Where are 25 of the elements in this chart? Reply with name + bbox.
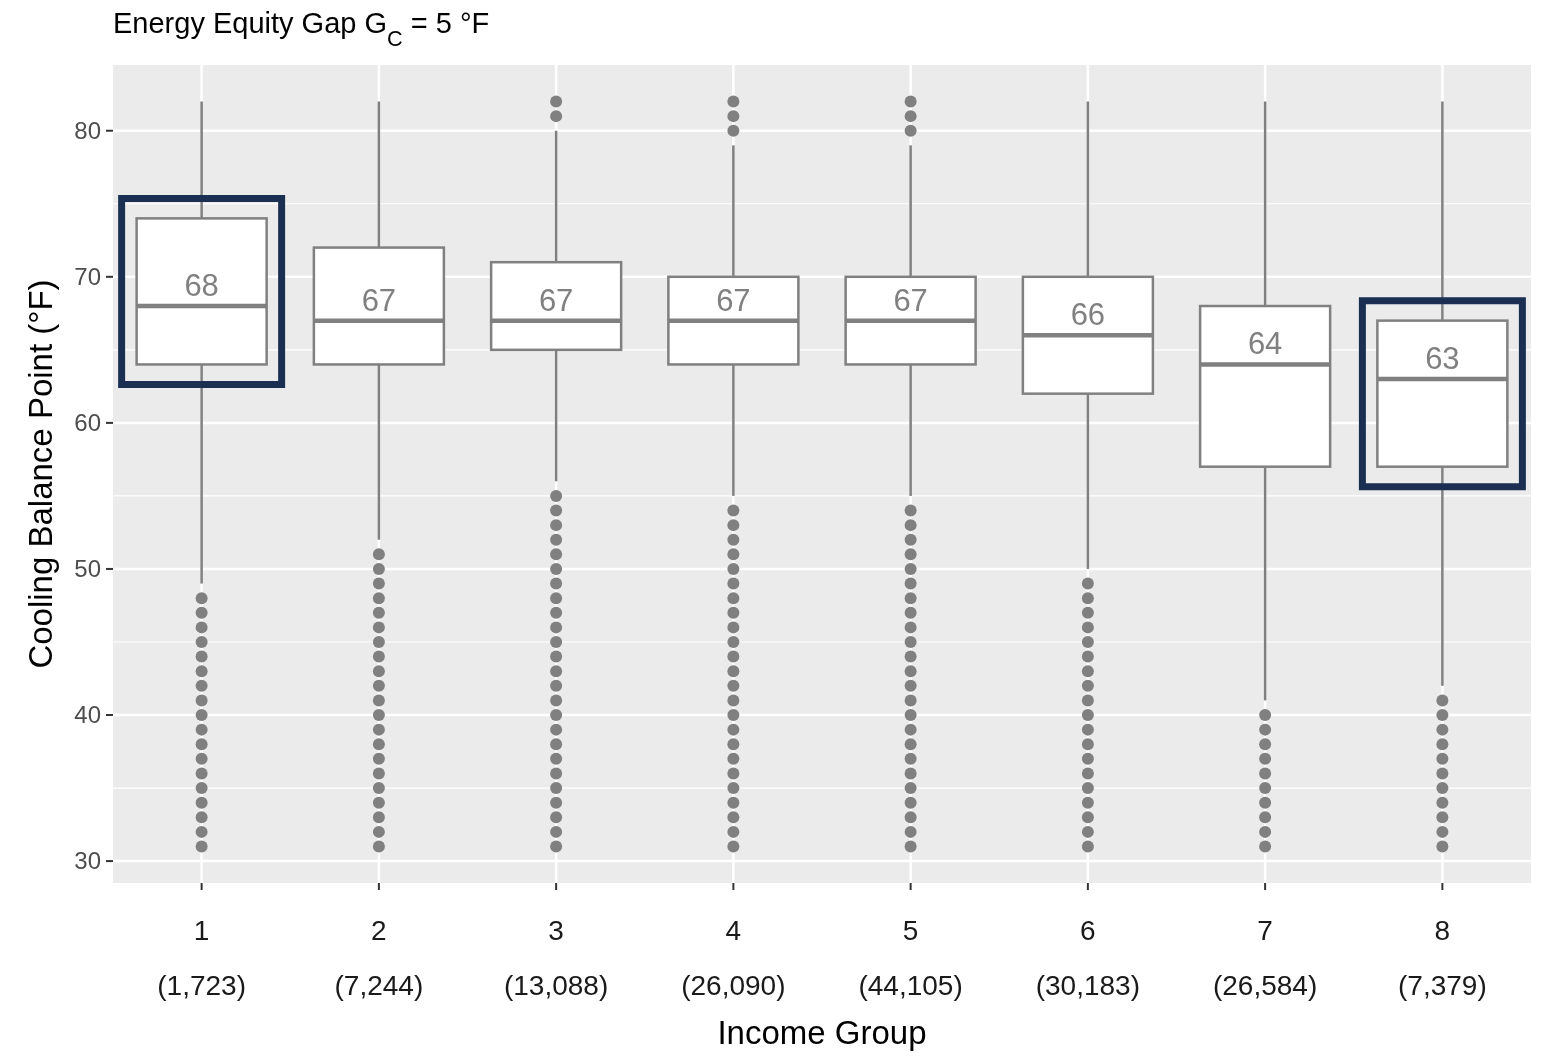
x-tick-label: 1 (1,723) bbox=[157, 915, 246, 1001]
x-tick-label: 2 (7,244) bbox=[334, 915, 424, 1001]
annotation: 67 bbox=[361, 282, 397, 318]
x-tick-label: 5 (44,105) bbox=[858, 915, 963, 1001]
annotation: 63 bbox=[1425, 341, 1460, 377]
annotation: 64 bbox=[1247, 326, 1283, 362]
y-tick-label: 50 bbox=[74, 555, 101, 583]
x-axis-title: Income Group bbox=[717, 1014, 927, 1051]
annotation: 67 bbox=[893, 282, 928, 318]
y-tick-label: 80 bbox=[74, 117, 101, 145]
annotation: 67 bbox=[716, 282, 751, 318]
x-tick-label: 6 (30,183) bbox=[1035, 915, 1141, 1001]
y-tick-label: 60 bbox=[74, 409, 101, 437]
chart-title: Energy Equity Gap G$_{C}$ = 5 °F bbox=[113, 7, 490, 51]
y-tick-label: 40 bbox=[74, 701, 101, 729]
x-tick-label: 8 (7,379) bbox=[1398, 915, 1487, 1001]
annotation: 66 bbox=[1070, 297, 1106, 333]
annotation: 68 bbox=[184, 268, 219, 304]
y-axis-title: Cooling Balance Point (°F) bbox=[22, 279, 59, 669]
annotation: 67 bbox=[538, 282, 574, 318]
y-tick-label: 70 bbox=[74, 263, 101, 291]
x-tick-label: 4 (26,090) bbox=[681, 915, 786, 1001]
y-tick-label: 30 bbox=[74, 847, 101, 875]
x-tick-label: 3 (13,088) bbox=[503, 915, 609, 1001]
x-tick-label: 7 (26,584) bbox=[1212, 915, 1318, 1001]
